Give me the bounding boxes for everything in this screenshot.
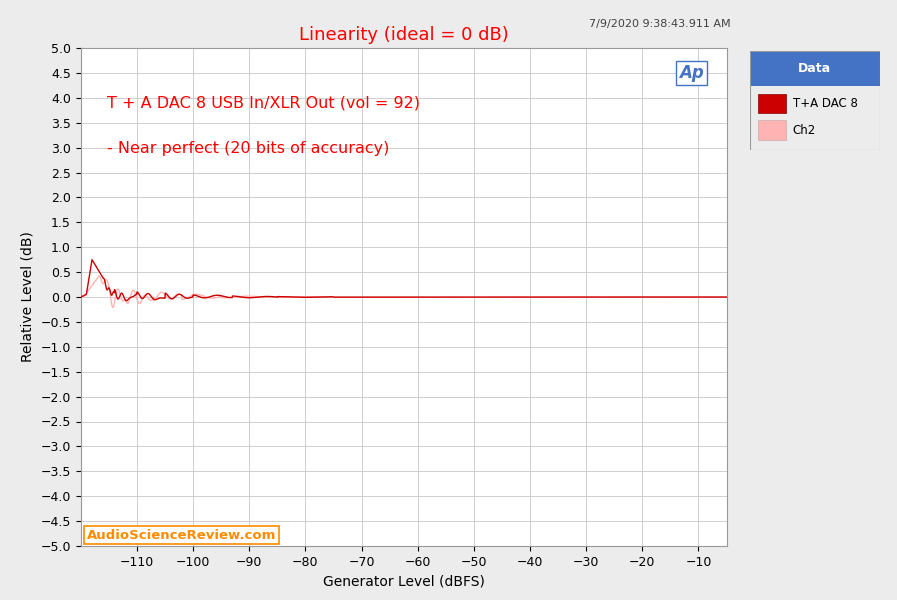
Y-axis label: Relative Level (dB): Relative Level (dB) <box>21 232 35 362</box>
Text: T+A DAC 8: T+A DAC 8 <box>793 97 858 110</box>
Text: Data: Data <box>798 62 832 75</box>
Text: T + A DAC 8 USB In/XLR Out (vol = 92): T + A DAC 8 USB In/XLR Out (vol = 92) <box>107 96 420 111</box>
Bar <box>758 120 787 140</box>
Text: AudioScienceReview.com: AudioScienceReview.com <box>87 529 276 542</box>
Text: Ch2: Ch2 <box>793 124 816 137</box>
Text: Ap: Ap <box>679 64 704 82</box>
Title: Linearity (ideal = 0 dB): Linearity (ideal = 0 dB) <box>299 26 509 44</box>
Text: - Near perfect (20 bits of accuracy): - Near perfect (20 bits of accuracy) <box>107 140 389 155</box>
Text: 7/9/2020 9:38:43.911 AM: 7/9/2020 9:38:43.911 AM <box>589 19 731 29</box>
Bar <box>758 94 787 113</box>
X-axis label: Generator Level (dBFS): Generator Level (dBFS) <box>323 574 484 588</box>
Bar <box>750 51 880 86</box>
